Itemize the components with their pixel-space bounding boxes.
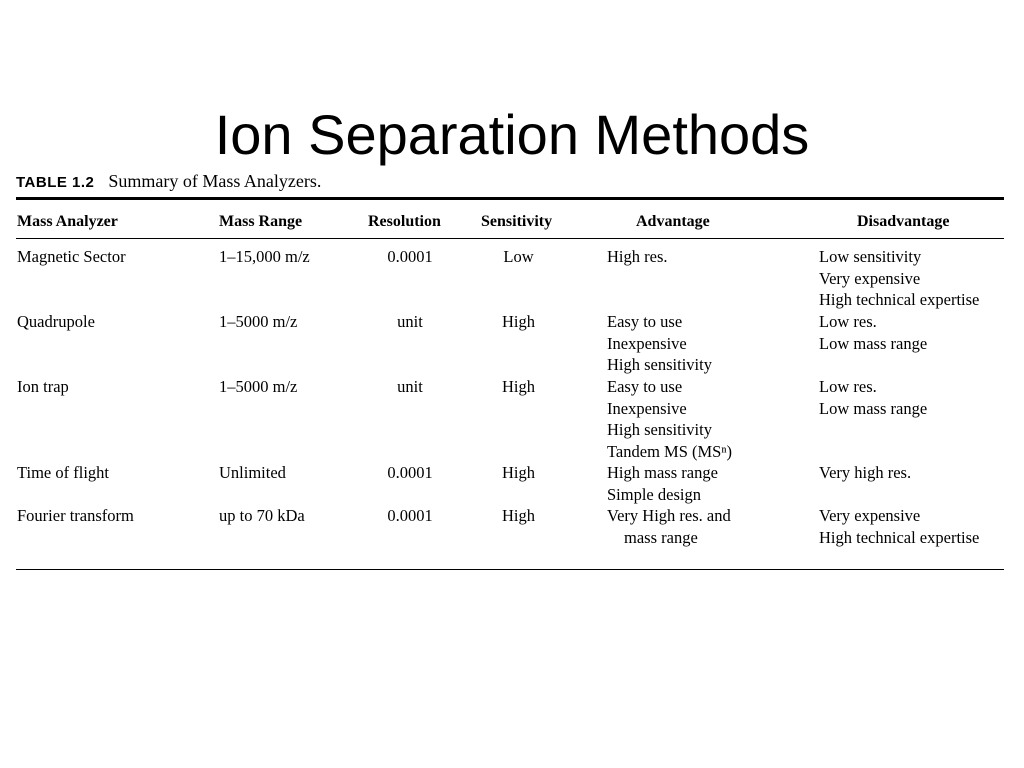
header-sensitivity: Sensitivity (481, 213, 553, 230)
cell-sensitivity: High (502, 463, 535, 482)
header-resolution: Resolution (368, 213, 441, 230)
disadvantage-line: Low mass range (819, 333, 928, 353)
advantage-line: Very High res. and (607, 506, 731, 525)
advantage-line: High res. (607, 247, 668, 266)
cell-disadvantage: Very high res. (819, 462, 911, 484)
cell-sensitivity: High (502, 312, 535, 331)
advantage-line: mass range (624, 527, 698, 547)
cell-resolution: unit (397, 312, 423, 331)
table-bottom-rule (16, 569, 1004, 570)
table-caption-label: TABLE 1.2 (16, 174, 95, 191)
advantage-line: High mass range (607, 463, 718, 482)
table-body: Magnetic Sector 1–15,000 m/z 0.0001 Low … (16, 239, 1004, 569)
advantage-line: Easy to use (607, 312, 683, 331)
header-mass-range: Mass Range (219, 213, 303, 230)
cell-disadvantage: Low res. Low mass range (819, 311, 927, 354)
cell-mass-range: Unlimited (219, 463, 286, 482)
cell-sensitivity: High (502, 377, 535, 396)
disadvantage-line: High technical expertise (819, 290, 980, 310)
cell-disadvantage: Low res. Low mass range (819, 376, 927, 419)
advantage-line: Inexpensive (607, 398, 687, 418)
cell-resolution: 0.0001 (387, 463, 433, 482)
cell-advantage: High mass range Simple design (607, 462, 718, 505)
disadvantage-line: Very expensive (819, 268, 921, 288)
header-mass-analyzer: Mass Analyzer (17, 213, 118, 230)
cell-sensitivity: High (502, 506, 535, 525)
cell-mass-range: 1–15,000 m/z (219, 247, 310, 266)
header-advantage: Advantage (636, 213, 710, 230)
table-caption: TABLE 1.2 Summary of Mass Analyzers. (16, 166, 1004, 196)
advantage-line: Inexpensive (607, 333, 687, 353)
advantage-line: Easy to use (607, 377, 683, 396)
disadvantage-line: Low sensitivity (819, 247, 922, 266)
cell-mass-range: up to 70 kDa (219, 506, 305, 525)
table-header-row: Mass Analyzer Mass Range Resolution Sens… (16, 200, 1004, 238)
disadvantage-line: Low res. (819, 312, 877, 331)
cell-mass-analyzer: Magnetic Sector (17, 247, 126, 266)
cell-mass-analyzer: Fourier transform (17, 506, 134, 525)
disadvantage-line: High technical expertise (819, 527, 980, 547)
cell-resolution: 0.0001 (387, 247, 433, 266)
cell-mass-analyzer: Time of flight (17, 463, 109, 482)
disadvantage-line: Low res. (819, 377, 877, 396)
cell-resolution: unit (397, 377, 423, 396)
cell-advantage: Easy to use Inexpensive High sensitivity… (607, 376, 732, 462)
table-header-rule (16, 238, 1004, 239)
cell-mass-range: 1–5000 m/z (219, 312, 298, 331)
cell-disadvantage: Low sensitivity Very expensive High tech… (819, 246, 979, 311)
advantage-line: Tandem MS (MSⁿ) (607, 441, 733, 461)
cell-mass-range: 1–5000 m/z (219, 377, 298, 396)
cell-advantage: Easy to use Inexpensive High sensitivity (607, 311, 712, 376)
advantage-line: Simple design (607, 484, 701, 504)
header-disadvantage: Disadvantage (857, 213, 950, 230)
cell-advantage: High res. (607, 246, 668, 268)
advantage-line: High sensitivity (607, 420, 712, 440)
mass-analyzer-table: TABLE 1.2 Summary of Mass Analyzers. Mass… (16, 166, 1004, 569)
disadvantage-line: Very expensive (819, 506, 921, 525)
cell-resolution: 0.0001 (387, 506, 433, 525)
cell-advantage: Very High res. and mass range (607, 505, 731, 548)
table-top-rule (16, 197, 1004, 200)
disadvantage-line: Very high res. (819, 463, 912, 482)
cell-sensitivity: Low (503, 247, 534, 266)
cell-mass-analyzer: Quadrupole (17, 312, 95, 331)
slide-title: Ion Separation Methods (214, 102, 810, 166)
table-caption-text: Summary of Mass Analyzers. (108, 171, 322, 191)
disadvantage-line: Low mass range (819, 398, 928, 418)
cell-disadvantage: Very expensive High technical expertise (819, 505, 979, 548)
advantage-line: High sensitivity (607, 355, 712, 375)
cell-mass-analyzer: Ion trap (17, 377, 69, 396)
